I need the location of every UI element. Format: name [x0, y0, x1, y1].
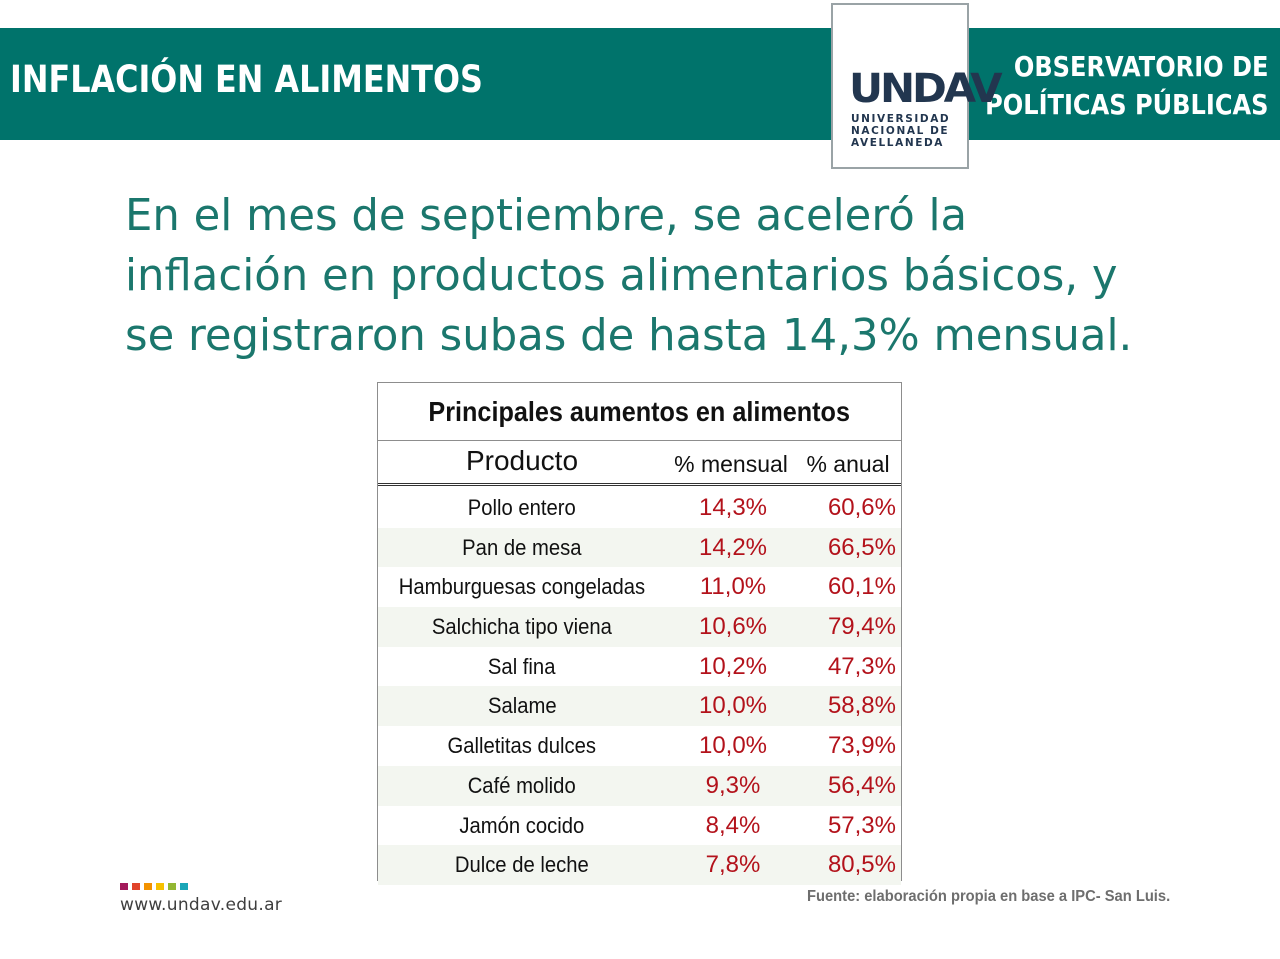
brand-dot [144, 883, 152, 890]
undav-logo-text: UNIVERSIDAD NACIONAL DE AVELLANEDA [851, 113, 950, 149]
table-row: Sal fina 10,2% 47,3% [378, 647, 901, 687]
brand-dot [168, 883, 176, 890]
cell-annual: 80,5% [827, 851, 896, 879]
cell-product-text: Salchicha tipo viena [431, 614, 613, 640]
headline-line2: inflación en productos alimentarios bási… [125, 250, 1118, 301]
cell-product-text: Café molido [467, 772, 576, 798]
page-title: INFLACIÓN EN ALIMENTOS [10, 58, 483, 101]
table-title: Principales aumentos en alimentos [378, 383, 901, 441]
cell-monthly: 9,3% [705, 771, 761, 799]
table-row: Salchicha tipo viena 10,6% 79,4% [378, 607, 901, 647]
cell-product: Hamburguesas congeladas [378, 567, 666, 607]
observatory-title-line1: OBSERVATORIO DE [1013, 50, 1268, 83]
cell-product-text: Hamburguesas congeladas [398, 574, 646, 600]
cell-monthly: 10,0% [698, 732, 768, 760]
cell-product-text: Pan de mesa [462, 534, 582, 560]
cell-monthly: 10,2% [698, 652, 768, 680]
cell-product: Pan de mesa [378, 528, 666, 568]
cell-annual: 66,5% [827, 533, 896, 561]
table-body: Pollo entero 14,3% 60,6% Pan de mesa 14,2% 66… [378, 488, 901, 885]
headline: En el mes de septiembre, se aceleró la i… [125, 186, 1209, 366]
observatory-title: OBSERVATORIO DE POLÍTICAS PÚBLICAS [985, 48, 1268, 124]
source-note: Fuente: elaboración propia en base a IPC… [807, 888, 1171, 905]
cell-product: Pollo entero [378, 488, 666, 528]
table-row: Salame 10,0% 58,8% [378, 686, 901, 727]
header-monthly: % mensual [674, 451, 788, 477]
footer-url: www.undav.edu.ar [120, 895, 283, 915]
logo-text-line3: AVELLANEDA [851, 137, 945, 149]
undav-logo: UNDAV UNIVERSIDAD NACIONAL DE AVELLANEDA [831, 3, 1003, 169]
brand-dot [132, 883, 140, 890]
table-row: Galletitas dulces 10,0% 73,9% [378, 726, 901, 766]
table-row: Pollo entero 14,3% 60,6% [378, 488, 901, 528]
table-header-row: Producto % mensual % anual [378, 441, 901, 486]
cell-annual: 57,3% [827, 811, 896, 839]
observatory-title-line2: POLÍTICAS PÚBLICAS [984, 88, 1268, 121]
table-row: Pan de mesa 14,2% 66,5% [378, 527, 901, 568]
cell-annual: 56,4% [827, 771, 896, 799]
cell-product: Sal fina [378, 647, 666, 687]
cell-product-text: Pollo entero [467, 495, 577, 520]
table-row: Jamón cocido 8,4% 57,3% [378, 806, 901, 846]
cell-product-text: Jamón cocido [459, 812, 585, 838]
cell-annual: 60,1% [827, 573, 896, 601]
headline-line1: En el mes de septiembre, se aceleró la [125, 190, 968, 241]
cell-monthly: 10,0% [698, 692, 768, 720]
cell-annual: 47,3% [827, 652, 896, 680]
table-row: Café molido 9,3% 56,4% [378, 765, 901, 806]
undav-logo-mark: UNDAV [849, 66, 1003, 112]
cell-product-text: Galletitas dulces [447, 733, 597, 759]
cell-annual: 58,8% [827, 692, 896, 720]
cell-product: Salame [378, 686, 666, 726]
cell-product: Dulce de leche [378, 845, 666, 885]
cell-monthly: 10,6% [698, 613, 768, 641]
cell-product: Café molido [378, 766, 666, 806]
header-product: Producto [465, 445, 579, 476]
cell-annual: 79,4% [827, 613, 896, 641]
cell-monthly: 7,8% [705, 851, 761, 879]
table-row: Dulce de leche 7,8% 80,5% [378, 845, 901, 885]
price-increase-table: Principales aumentos en alimentos Produc… [377, 382, 902, 885]
logo-text-line1: UNIVERSIDAD [851, 113, 951, 125]
brand-dot [180, 883, 188, 890]
cell-product: Jamón cocido [378, 806, 666, 846]
brand-dot [120, 883, 128, 890]
logo-text-line2: NACIONAL DE [851, 125, 950, 137]
cell-product: Salchicha tipo viena [378, 607, 666, 647]
header-annual: % anual [806, 451, 890, 477]
header-band [0, 28, 1280, 140]
cell-monthly: 14,3% [698, 494, 768, 521]
cell-product: Galletitas dulces [378, 726, 666, 766]
cell-annual: 60,6% [827, 494, 896, 521]
cell-annual: 73,9% [827, 732, 896, 760]
cell-product-text: Dulce de leche [455, 852, 589, 878]
table-title-text: Principales aumentos en alimentos [428, 396, 851, 427]
table-row: Hamburguesas congeladas 11,0% 60,1% [378, 567, 901, 607]
cell-product-text: Sal fina [488, 653, 556, 679]
cell-monthly: 14,2% [698, 533, 768, 561]
cell-product-text: Salame [487, 693, 557, 719]
cell-monthly: 11,0% [699, 573, 767, 601]
brand-dot [156, 883, 164, 890]
cell-monthly: 8,4% [705, 811, 761, 839]
headline-line3: se registraron subas de hasta 14,3% mens… [125, 310, 1133, 361]
